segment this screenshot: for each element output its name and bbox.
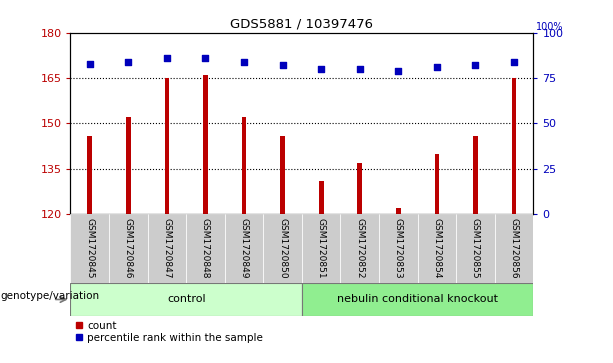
Bar: [512, 78, 516, 214]
Text: GSM1720854: GSM1720854: [432, 217, 441, 278]
Bar: [302, 283, 533, 316]
Bar: [109, 214, 148, 283]
Bar: [148, 214, 186, 283]
Bar: [417, 214, 456, 283]
Point: [316, 66, 326, 72]
Bar: [70, 214, 109, 283]
Text: GSM1720851: GSM1720851: [317, 217, 326, 278]
Title: GDS5881 / 10397476: GDS5881 / 10397476: [230, 17, 373, 30]
Bar: [435, 154, 439, 214]
Point: [394, 68, 403, 74]
Text: GSM1720846: GSM1720846: [124, 217, 133, 278]
Text: control: control: [167, 294, 205, 305]
Text: GSM1720850: GSM1720850: [278, 217, 287, 278]
Bar: [302, 214, 340, 283]
Point: [278, 62, 287, 68]
Point: [200, 55, 210, 61]
Text: genotype/variation: genotype/variation: [0, 291, 99, 301]
Bar: [264, 214, 302, 283]
Bar: [225, 214, 264, 283]
Point: [123, 59, 133, 65]
Bar: [165, 78, 169, 214]
Bar: [379, 214, 417, 283]
Point: [355, 66, 365, 72]
Point: [432, 64, 442, 70]
Point: [85, 61, 94, 66]
Bar: [88, 135, 92, 214]
Point: [162, 55, 172, 61]
Bar: [340, 214, 379, 283]
Text: GSM1720855: GSM1720855: [471, 217, 480, 278]
Point: [509, 59, 519, 65]
Point: [239, 59, 249, 65]
Bar: [280, 135, 285, 214]
Bar: [319, 181, 324, 214]
Bar: [473, 135, 478, 214]
Bar: [396, 208, 401, 214]
Bar: [456, 214, 495, 283]
Bar: [242, 117, 246, 214]
Text: GSM1720848: GSM1720848: [201, 217, 210, 278]
Bar: [186, 214, 225, 283]
Text: GSM1720849: GSM1720849: [240, 217, 248, 278]
Text: GSM1720852: GSM1720852: [356, 217, 364, 278]
Text: GSM1720853: GSM1720853: [394, 217, 403, 278]
Text: 100%: 100%: [536, 22, 563, 32]
Text: nebulin conditional knockout: nebulin conditional knockout: [337, 294, 498, 305]
Bar: [357, 163, 362, 214]
Text: GSM1720847: GSM1720847: [162, 217, 172, 278]
Point: [471, 62, 481, 68]
Legend: count, percentile rank within the sample: count, percentile rank within the sample: [75, 321, 263, 343]
Bar: [70, 283, 302, 316]
Text: GSM1720856: GSM1720856: [509, 217, 519, 278]
Text: GSM1720845: GSM1720845: [85, 217, 94, 278]
Bar: [495, 214, 533, 283]
Bar: [126, 117, 131, 214]
Bar: [203, 75, 208, 214]
